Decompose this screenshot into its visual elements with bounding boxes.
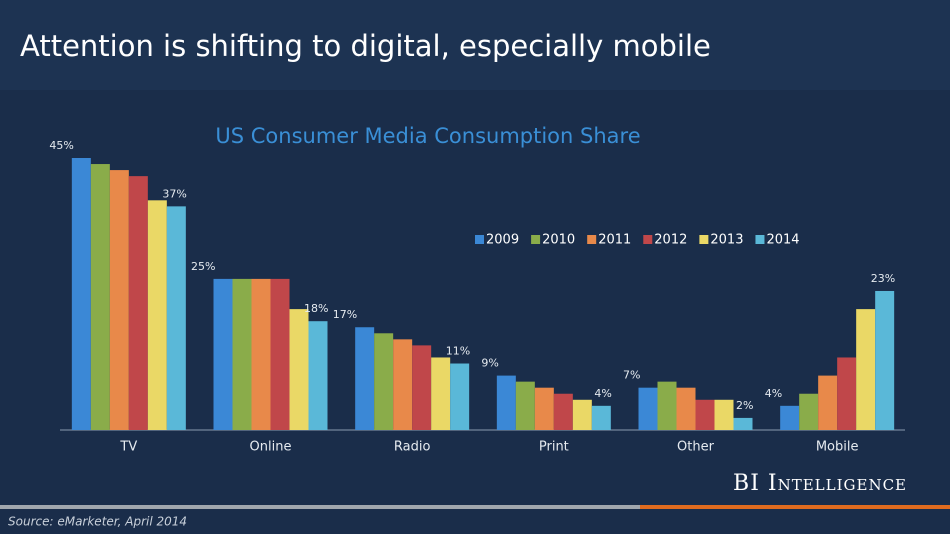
bar [875, 290, 895, 430]
data-label: 2% [736, 399, 753, 412]
bar [818, 375, 838, 430]
bar [638, 387, 658, 430]
legend-swatch [643, 235, 653, 244]
legend-label: 2009 [486, 233, 519, 248]
bar [837, 357, 857, 430]
bar [799, 393, 819, 430]
source: Source: eMarketer, April 2014 [8, 515, 187, 529]
legend-swatch [475, 235, 484, 244]
bar [374, 333, 394, 430]
x-tick-label: Mobile [816, 440, 859, 455]
bar [270, 278, 290, 430]
bar [147, 200, 167, 430]
bar [90, 164, 110, 431]
bar [393, 339, 413, 430]
footer-line-grey [0, 505, 640, 509]
bar [128, 176, 148, 430]
data-label: 37% [162, 187, 186, 200]
bar [496, 375, 516, 430]
bar [412, 345, 432, 430]
bar [657, 381, 677, 430]
bar [714, 399, 734, 430]
bar [733, 417, 753, 430]
legend-label: 2011 [598, 233, 631, 248]
x-tick-label: TV [119, 440, 137, 455]
bar [591, 405, 611, 430]
x-tick-label: Print [539, 440, 569, 455]
chart-title: US Consumer Media Consumption Share [215, 124, 640, 148]
bar [534, 387, 554, 430]
legend-label: 2014 [766, 233, 799, 248]
bar [695, 399, 715, 430]
page-title: Attention is shifting to digital, especi… [20, 29, 711, 63]
x-tick-label: Other [677, 440, 715, 455]
bar [232, 278, 252, 430]
bar [856, 309, 876, 430]
bar [553, 393, 573, 430]
footer-line-orange [640, 505, 950, 509]
data-label: 9% [481, 357, 498, 370]
bar [450, 363, 470, 430]
bar [572, 399, 592, 430]
legend-swatch [531, 235, 541, 244]
legend-swatch [699, 235, 709, 244]
bar [515, 381, 535, 430]
header-band [0, 0, 950, 90]
bar [780, 405, 800, 430]
data-label: 4% [594, 387, 611, 400]
data-label: 25% [191, 260, 215, 273]
data-label: 45% [49, 139, 73, 152]
bar [308, 321, 328, 430]
x-tick-label: Online [250, 440, 292, 455]
legend-label: 2012 [654, 233, 687, 248]
brand: BI Intelligence [733, 471, 907, 496]
data-label: 11% [446, 345, 470, 358]
bar [431, 357, 451, 430]
bar [166, 206, 186, 430]
x-tick-label: Radio [394, 440, 431, 455]
legend-label: 2010 [542, 233, 575, 248]
bar [109, 170, 129, 431]
legend-label: 2013 [710, 233, 743, 248]
bar [676, 387, 696, 430]
bar [71, 158, 91, 430]
bar [213, 278, 233, 430]
bar [289, 309, 309, 430]
data-label: 23% [871, 272, 895, 285]
data-label: 17% [333, 308, 357, 321]
legend-swatch [587, 235, 597, 244]
data-label: 4% [765, 387, 782, 400]
legend-swatch [755, 235, 765, 244]
bar [251, 278, 271, 430]
bar [355, 327, 375, 430]
data-label: 7% [623, 369, 640, 382]
data-label: 18% [304, 302, 328, 315]
